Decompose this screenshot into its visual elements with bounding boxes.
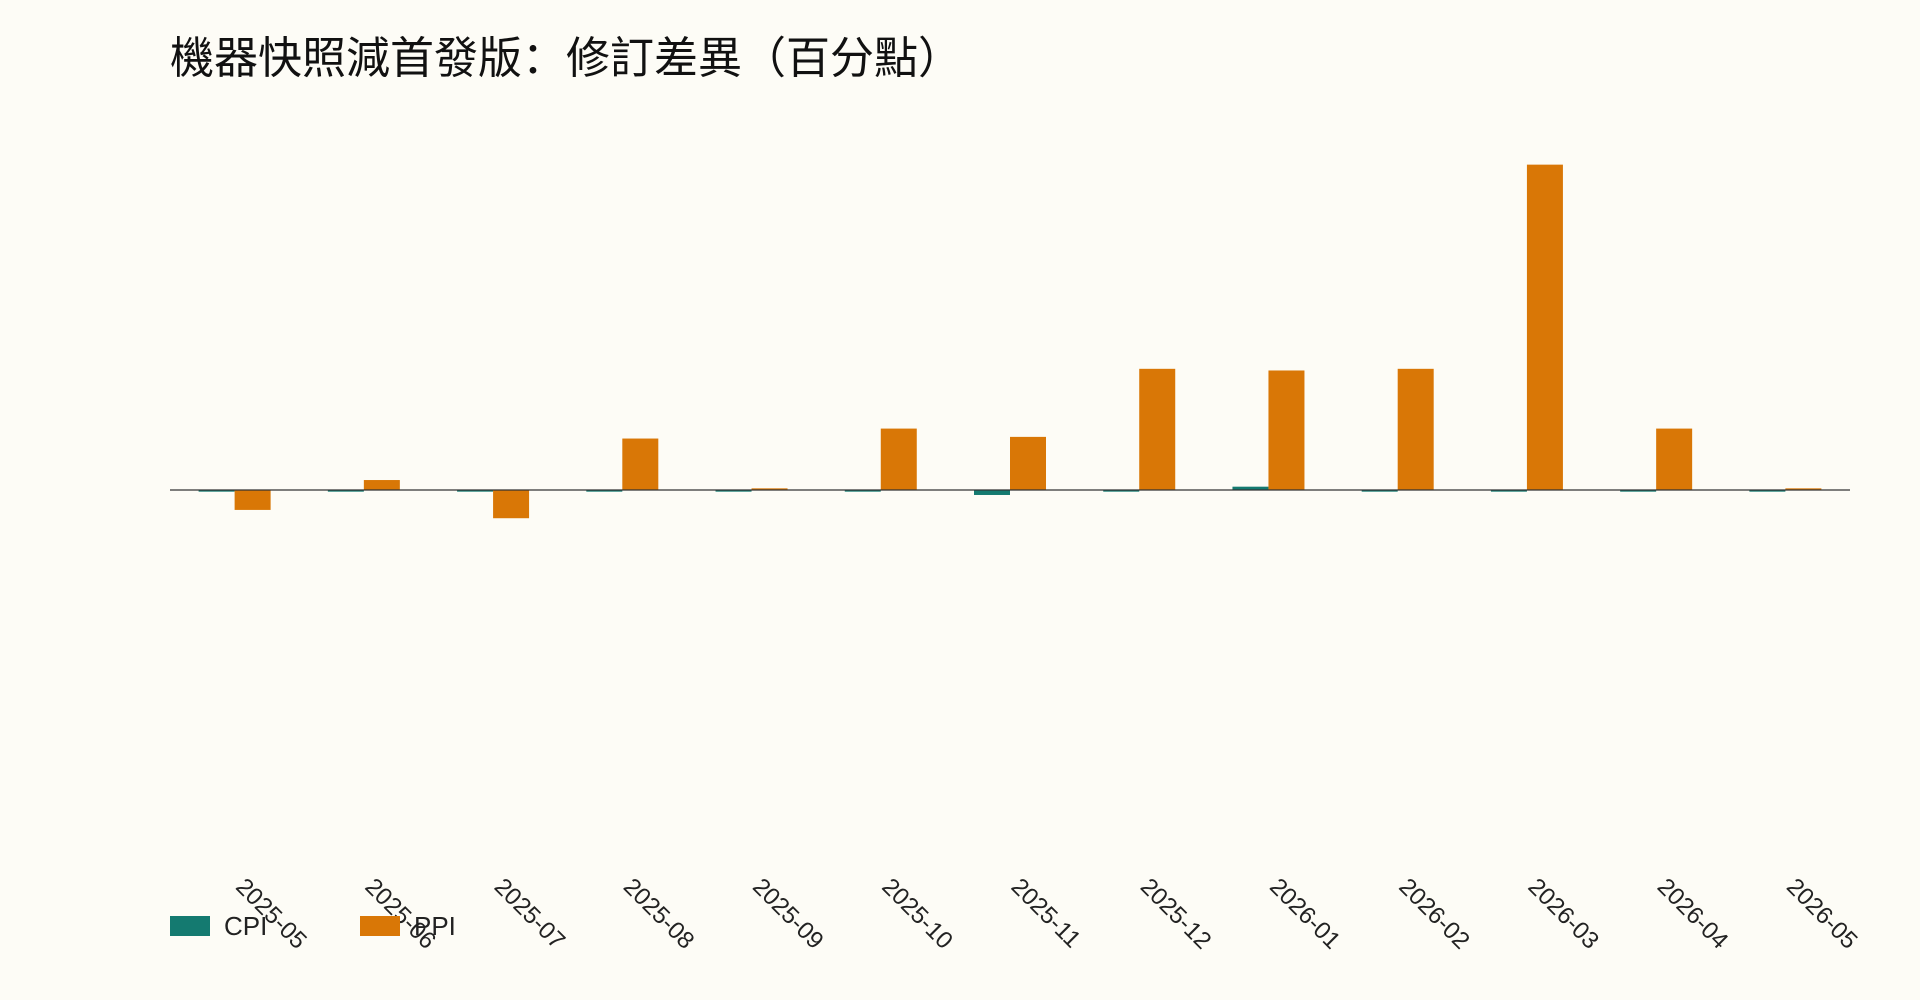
- bar-ppi-2025-10: [880, 428, 917, 490]
- chart-title: 機器快照減首發版：修訂差異（百分點）: [170, 33, 962, 84]
- bar-cpi-2025-10: [844, 490, 881, 492]
- bar-ppi-2026-04: [1656, 428, 1693, 490]
- bar-ppi-2025-06: [363, 480, 400, 490]
- x-tick-label: 2025-10: [877, 873, 958, 954]
- x-tick-label: 2025-07: [489, 873, 570, 954]
- bar-ppi-2026-05: [1785, 488, 1822, 490]
- bar-cpi-2026-03: [1490, 490, 1527, 492]
- bar-cpi-2025-07: [457, 490, 494, 492]
- legend-label-cpi: CPI: [224, 911, 267, 941]
- bar-ppi-2025-12: [1139, 368, 1176, 490]
- bar-ppi-2025-05: [234, 490, 271, 510]
- bar-ppi-2025-11: [1010, 436, 1046, 490]
- bar-cpi-2026-02: [1361, 490, 1398, 492]
- legend-swatch-cpi: [170, 916, 210, 936]
- bar-cpi-2025-09: [715, 490, 752, 492]
- bar-cpi-2025-06: [327, 490, 364, 492]
- bar-cpi-2025-05: [198, 490, 235, 492]
- bar-cpi-2025-08: [586, 490, 623, 492]
- legend-label-ppi: PPI: [414, 911, 456, 941]
- x-tick-label: 2025-08: [618, 873, 699, 954]
- bar-ppi-2025-08: [622, 438, 659, 490]
- bar-cpi-2025-12: [1103, 490, 1140, 492]
- x-tick-label: 2026-04: [1652, 873, 1733, 954]
- bar-ppi-2025-07: [493, 490, 530, 519]
- legend: CPI PPI: [170, 911, 456, 941]
- bar-cpi-2026-04: [1620, 490, 1657, 492]
- bar-cpi-2026-05: [1749, 490, 1786, 492]
- x-tick-label: 2026-02: [1393, 873, 1474, 954]
- bar-cpi-2025-11: [974, 490, 1010, 495]
- x-tick-label: 2025-09: [747, 873, 828, 954]
- x-tick-labels: 2025-05 2025-06 2025-07 2025-08 2025-09 2025-…: [230, 873, 1862, 954]
- bar-ppi-2026-02: [1397, 368, 1434, 490]
- x-tick-label: 2026-03: [1523, 873, 1604, 954]
- bar-ppi-2025-09: [751, 488, 788, 490]
- bar-ppi-2026-03: [1526, 164, 1563, 490]
- bars-layer: [198, 164, 1822, 519]
- x-tick-label: 2026-01: [1264, 873, 1345, 954]
- x-tick-label: 2026-05: [1781, 873, 1862, 954]
- bar-ppi-2026-01: [1268, 370, 1305, 490]
- x-tick-label: 2025-11: [1006, 873, 1086, 953]
- x-tick-label: 2025-12: [1135, 873, 1216, 954]
- bar-cpi-2026-01: [1232, 486, 1269, 490]
- legend-swatch-ppi: [360, 916, 400, 936]
